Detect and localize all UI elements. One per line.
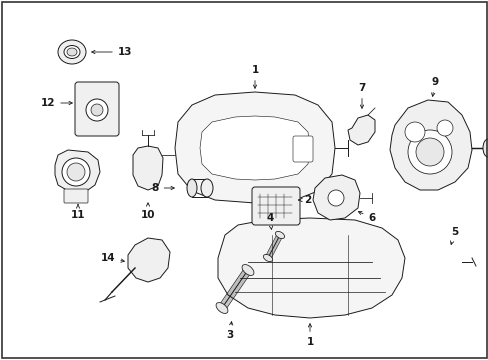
- Circle shape: [91, 104, 103, 116]
- Text: 11: 11: [71, 204, 85, 220]
- Text: 8: 8: [151, 183, 174, 193]
- Polygon shape: [312, 175, 359, 220]
- Ellipse shape: [58, 40, 86, 64]
- Text: 10: 10: [141, 203, 155, 220]
- Ellipse shape: [242, 265, 253, 275]
- Text: 6: 6: [358, 211, 375, 223]
- Circle shape: [327, 190, 343, 206]
- Ellipse shape: [263, 255, 272, 262]
- Polygon shape: [347, 115, 374, 145]
- Polygon shape: [55, 150, 100, 192]
- Polygon shape: [218, 218, 404, 318]
- FancyBboxPatch shape: [292, 136, 312, 162]
- Ellipse shape: [67, 48, 77, 56]
- Circle shape: [436, 120, 452, 136]
- FancyBboxPatch shape: [64, 189, 88, 203]
- Ellipse shape: [275, 231, 284, 239]
- Polygon shape: [175, 92, 334, 203]
- Circle shape: [407, 130, 451, 174]
- Text: 3: 3: [226, 322, 233, 340]
- Ellipse shape: [64, 45, 80, 58]
- Circle shape: [67, 163, 85, 181]
- Circle shape: [86, 99, 108, 121]
- Polygon shape: [133, 146, 163, 190]
- Text: 14: 14: [101, 253, 124, 263]
- Circle shape: [62, 158, 90, 186]
- Text: 12: 12: [41, 98, 72, 108]
- Text: 4: 4: [266, 213, 273, 229]
- Text: 9: 9: [430, 77, 438, 96]
- Ellipse shape: [482, 139, 488, 157]
- Text: 7: 7: [358, 83, 365, 108]
- Circle shape: [404, 122, 424, 142]
- Ellipse shape: [201, 179, 213, 197]
- FancyBboxPatch shape: [251, 187, 299, 225]
- Polygon shape: [128, 238, 170, 282]
- Ellipse shape: [216, 302, 227, 314]
- Text: 5: 5: [449, 227, 458, 244]
- Circle shape: [415, 138, 443, 166]
- Text: 2: 2: [298, 195, 311, 205]
- Text: 13: 13: [92, 47, 132, 57]
- Text: 1: 1: [251, 65, 258, 88]
- Text: 1: 1: [306, 324, 313, 347]
- Polygon shape: [389, 100, 471, 190]
- FancyBboxPatch shape: [75, 82, 119, 136]
- Polygon shape: [200, 116, 309, 180]
- Ellipse shape: [186, 179, 197, 197]
